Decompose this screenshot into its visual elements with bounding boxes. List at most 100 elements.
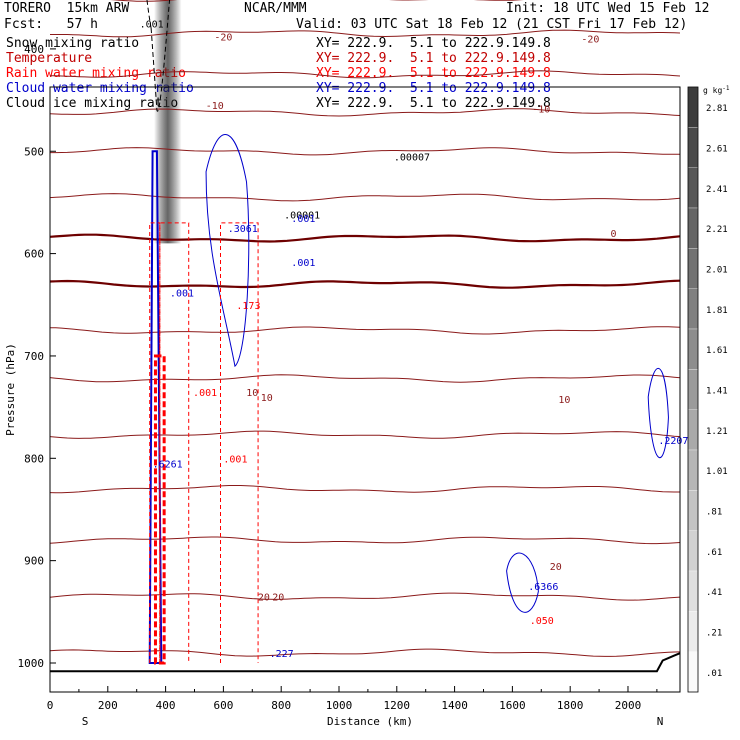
colorbar-bin [687,570,699,612]
data-label: .2207 [658,436,688,447]
colorbar-label: 2.41 [706,185,728,195]
colorbar-unit-exponent: -1 [722,85,730,92]
colorbar-unit-text: g kg [703,86,722,95]
y-tick-label: 500 [24,145,44,158]
colorbar-bin [687,611,699,652]
cloud-water-outline-3 [647,367,669,459]
temperature-contours [49,0,681,673]
hydrometeor-contours [146,0,669,665]
colorbar-label: 1.21 [706,427,728,437]
field-xy-cloud-ice: XY= 222.9. 5.1 to 222.9.149.8 [316,96,551,111]
plot-frame [49,86,681,693]
colorbar-label: .01 [706,669,722,679]
data-label: .6261 [153,459,183,470]
field-name-temperature: Temperature [6,51,93,66]
temperature-label: 0 [611,229,617,240]
data-label: .00007 [394,152,430,163]
cloud-water-outline-4 [506,552,539,613]
colorbar-label: 1.81 [706,306,728,316]
x-tick-label: 1400 [441,699,468,712]
colorbar-bin [687,207,699,249]
colorbar-bin [687,369,699,410]
rain-outline-2 [159,222,190,663]
data-label: .001 [223,454,247,465]
isotherm-15-830 [49,485,680,494]
colorbar-bin [687,127,699,168]
temperature-label: 10 [246,388,258,399]
colorbar-label: 1.01 [706,467,728,477]
x-axis-title: Distance (km) [327,715,413,728]
data-label: .6366 [528,582,558,593]
forecast-hour: Fcst: 57 h [4,17,98,32]
data-label: .050 [530,616,554,627]
colorbar-frame [687,86,699,693]
data-label: .227 [270,649,294,660]
isotherm-10-777 [49,430,681,439]
data-label: .001 [193,388,217,399]
init-time: Init: 18 UTC Wed 15 Feb 12 [506,1,710,16]
x-tick-label: 800 [271,699,291,712]
x-tick-label: 600 [213,699,233,712]
x-tick-label: 1600 [499,699,526,712]
isotherm--5-545 [49,193,681,202]
field-xy-snow: XY= 222.9. 5.1 to 222.9.149.8 [316,36,551,51]
x-tick-label: 1800 [557,699,584,712]
data-label: .001 [140,19,164,30]
field-name-snow: Snow mixing ratio [6,36,140,51]
snow-column [154,0,182,244]
data-label: .173 [236,301,260,312]
colorbar-label: .21 [706,629,722,639]
temperature-label: 10 [558,395,570,406]
colorbar-label: 2.01 [706,266,728,276]
isotherm-5-675 [49,326,681,335]
isotherm--5-500 [50,147,681,156]
isotherm-20-935 [49,592,681,601]
isotherm-0-630 [49,279,681,289]
rain-outline-1 [149,222,161,663]
colorbar-label: .81 [706,508,722,518]
colorbar-bin [687,248,699,289]
x-tick-label: 0 [47,699,54,712]
isotherm-0-585 [49,233,681,243]
colorbar-bin [687,449,699,491]
rain-outline-3 [220,222,259,663]
colorbar-bin [687,651,699,693]
isotherm-10-722 [49,374,681,383]
x-tick-label: 1200 [384,699,411,712]
isotherm--25-350 [110,0,524,2]
y-tick-label: 900 [24,555,44,568]
temperature-label: -20 [214,33,232,44]
colorbar: 2.81 2.61 2.41 2.21 2.01 1.81 1.61 1.41 1.21 1.01… [687,85,730,693]
temperature-label: 20 [550,562,562,573]
temperature-label: 20 [258,592,270,603]
model-title: TORERO 15km ARW [4,1,130,16]
isotherm-20-990 [49,648,681,657]
data-label: .001 [170,288,194,299]
isotherm--20-385 [50,29,681,38]
x-tick-label: 400 [156,699,176,712]
contour-labels: -60-60-50-40-30-30-30-20-20-10-100101010… [140,19,689,660]
isotherm--10-462 [49,108,681,117]
colorbar-bin [687,530,699,572]
colorbar-label: 2.61 [706,145,728,155]
colorbar-bin [687,490,699,531]
cloud-ice-outline-main [146,0,171,112]
x-tick-label: 200 [98,699,118,712]
x-tick-label: 2000 [615,699,642,712]
colorbar-bin [687,409,699,451]
axes: 0200400600800100012001400160018002000200… [4,43,664,728]
x-end-label-left: S [82,715,89,728]
temperature-label: -10 [206,101,224,112]
colorbar-label: 2.21 [706,225,728,235]
isotherm-15-880 [49,536,681,545]
data-label: .001 [291,258,315,269]
data-label: .001 [291,214,315,225]
temperature-label: 20 [272,592,284,603]
colorbar-unit: g kg-1 [703,85,730,95]
temperature-label: -10 [532,104,550,115]
rain-core [153,354,166,665]
colorbar-label: .61 [706,548,722,558]
x-end-label-right: N [657,715,664,728]
cloud-water-outline-2 [205,134,250,368]
